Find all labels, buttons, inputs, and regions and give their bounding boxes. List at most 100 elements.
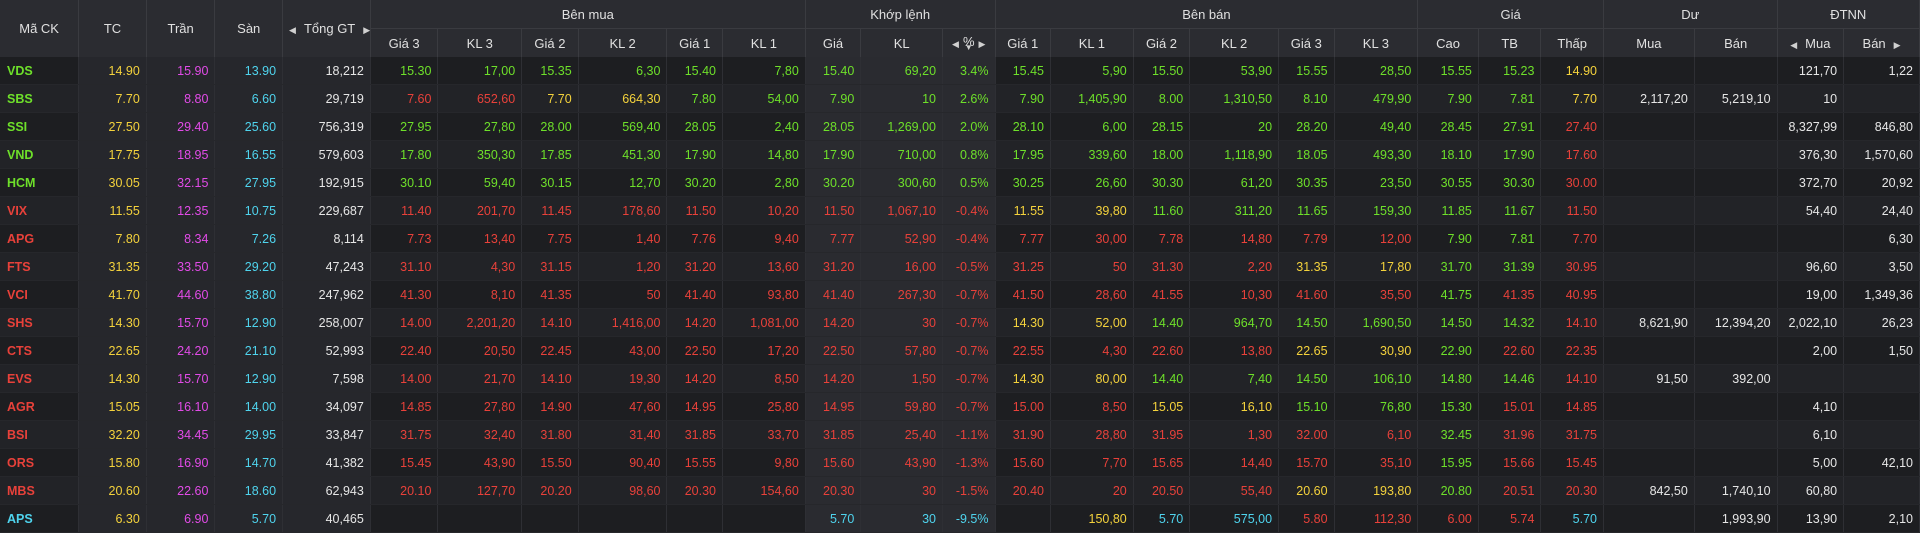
- header-sell-col[interactable]: Giá 2: [1133, 28, 1191, 57]
- ask-price[interactable]: 30.30: [1133, 168, 1191, 197]
- ask-price[interactable]: 14.30: [995, 364, 1051, 393]
- header-buy-col[interactable]: KL 1: [722, 28, 806, 57]
- ask-price[interactable]: 20.40: [995, 476, 1051, 505]
- ask-volume[interactable]: 112,30: [1334, 504, 1419, 533]
- ask-price[interactable]: 15.60: [995, 448, 1051, 477]
- ask-price[interactable]: 31.95: [1133, 420, 1191, 449]
- bid-volume[interactable]: 90,40: [578, 448, 668, 477]
- bid-volume[interactable]: 13,60: [722, 252, 806, 281]
- ask-volume[interactable]: 7,70: [1050, 448, 1134, 477]
- bid-price[interactable]: 14.90: [521, 392, 579, 421]
- ask-volume[interactable]: 106,10: [1334, 364, 1419, 393]
- bid-price[interactable]: 31.75: [370, 420, 439, 449]
- stock-symbol[interactable]: SHS: [0, 308, 80, 337]
- bid-price[interactable]: [370, 504, 439, 533]
- bid-volume[interactable]: 7,80: [722, 57, 806, 85]
- table-row[interactable]: SBS 7.70 8.80 6.60 29,719 7.60 652,60 7.70 664,3…: [0, 84, 1920, 113]
- bid-volume[interactable]: 4,30: [437, 252, 523, 281]
- stock-symbol[interactable]: APS: [0, 504, 80, 533]
- bid-volume[interactable]: [578, 504, 668, 533]
- ask-price[interactable]: 5.70: [1133, 504, 1191, 533]
- sort-down-icon[interactable]: ▼: [964, 43, 973, 53]
- foreign-right-icon[interactable]: ▶: [1893, 39, 1901, 50]
- ask-volume[interactable]: 4,30: [1050, 336, 1134, 365]
- ask-price[interactable]: 31.90: [995, 420, 1051, 449]
- bid-price[interactable]: 15.50: [521, 448, 579, 477]
- table-row[interactable]: VCI 41.70 44.60 38.80 247,962 41.30 8,10 41.35 5…: [0, 280, 1920, 309]
- bid-price[interactable]: 31.15: [521, 252, 579, 281]
- ask-volume[interactable]: 7,40: [1189, 364, 1280, 393]
- ask-price[interactable]: 30.25: [995, 168, 1051, 197]
- ask-price[interactable]: 15.45: [995, 57, 1051, 85]
- ask-price[interactable]: 8.00: [1133, 84, 1191, 113]
- header-sell-col[interactable]: KL 2: [1189, 28, 1280, 57]
- bid-volume[interactable]: 451,30: [578, 140, 668, 169]
- stock-symbol[interactable]: VCI: [0, 280, 80, 309]
- bid-volume[interactable]: 201,70: [437, 196, 523, 225]
- match-right-icon[interactable]: ▶: [978, 38, 986, 49]
- bid-price[interactable]: 31.85: [666, 420, 723, 449]
- bid-price[interactable]: 17.80: [370, 140, 439, 169]
- ask-volume[interactable]: 28,50: [1334, 57, 1419, 85]
- bid-volume[interactable]: 9,40: [722, 224, 806, 253]
- header-price-col[interactable]: Thấp: [1540, 28, 1604, 57]
- table-row[interactable]: CTS 22.65 24.20 21.10 52,993 22.40 20,50 22.45 4…: [0, 336, 1920, 365]
- scroll-right-icon[interactable]: ▶: [363, 25, 371, 35]
- ask-price[interactable]: 15.05: [1133, 392, 1191, 421]
- bid-price[interactable]: 31.20: [666, 252, 723, 281]
- table-row[interactable]: AGR 15.05 16.10 14.00 34,097 14.85 27,80 14.90 4…: [0, 392, 1920, 421]
- ask-price[interactable]: 15.70: [1278, 448, 1335, 477]
- header-buy-col[interactable]: Giá 2: [521, 28, 579, 57]
- bid-price[interactable]: 31.10: [370, 252, 439, 281]
- bid-price[interactable]: 31.80: [521, 420, 579, 449]
- bid-volume[interactable]: 17,20: [722, 336, 806, 365]
- ask-volume[interactable]: 964,70: [1189, 308, 1280, 337]
- ask-volume[interactable]: 10,30: [1189, 280, 1280, 309]
- bid-volume[interactable]: 20,50: [437, 336, 523, 365]
- bid-price[interactable]: [521, 504, 579, 533]
- header-match-col[interactable]: Giá: [805, 28, 862, 57]
- table-row[interactable]: MBS 20.60 22.60 18.60 62,943 20.10 127,70 20.20…: [0, 476, 1920, 505]
- ask-price[interactable]: 20.50: [1133, 476, 1191, 505]
- table-row[interactable]: SSI 27.50 29.40 25.60 756,319 27.95 27,80 28.00…: [0, 112, 1920, 141]
- ask-volume[interactable]: 39,80: [1050, 196, 1134, 225]
- bid-volume[interactable]: 54,00: [722, 84, 806, 113]
- bid-volume[interactable]: 32,40: [437, 420, 523, 449]
- bid-volume[interactable]: 12,70: [578, 168, 668, 197]
- ask-price[interactable]: 14.30: [995, 308, 1051, 337]
- bid-volume[interactable]: 1,20: [578, 252, 668, 281]
- header-resid-col[interactable]: Mua: [1603, 28, 1695, 57]
- bid-price[interactable]: 15.45: [370, 448, 439, 477]
- bid-price[interactable]: 41.40: [666, 280, 723, 309]
- ask-volume[interactable]: 35,10: [1334, 448, 1419, 477]
- bid-volume[interactable]: 664,30: [578, 84, 668, 113]
- ask-price[interactable]: 28.20: [1278, 112, 1335, 141]
- foreign-left-icon[interactable]: ◀: [1790, 39, 1798, 50]
- stock-symbol[interactable]: EVS: [0, 364, 80, 393]
- ask-price[interactable]: 14.50: [1278, 308, 1335, 337]
- ask-price[interactable]: 31.25: [995, 252, 1051, 281]
- bid-volume[interactable]: 17,00: [437, 57, 523, 85]
- ask-price[interactable]: 5.80: [1278, 504, 1335, 533]
- ask-volume[interactable]: 1,690,50: [1334, 308, 1419, 337]
- header-symbol[interactable]: Mã CK: [0, 0, 80, 57]
- ask-volume[interactable]: 575,00: [1189, 504, 1280, 533]
- bid-volume[interactable]: 8,10: [437, 280, 523, 309]
- bid-price[interactable]: 30.15: [521, 168, 579, 197]
- ask-price[interactable]: 41.50: [995, 280, 1051, 309]
- bid-volume[interactable]: 350,30: [437, 140, 523, 169]
- ask-price[interactable]: 8.10: [1278, 84, 1335, 113]
- ask-price[interactable]: 28.15: [1133, 112, 1191, 141]
- bid-price[interactable]: 7.76: [666, 224, 723, 253]
- ask-volume[interactable]: 150,80: [1050, 504, 1134, 533]
- bid-price[interactable]: 28.05: [666, 112, 723, 141]
- table-row[interactable]: VDS 14.90 15.90 13.90 18,212 15.30 17,00 15.35 6…: [0, 57, 1920, 85]
- stock-symbol[interactable]: HCM: [0, 168, 80, 197]
- ask-volume[interactable]: 14,80: [1189, 224, 1280, 253]
- table-row[interactable]: ORS 15.80 16.90 14.70 41,382 15.45 43,90 15.50 9…: [0, 448, 1920, 477]
- bid-volume[interactable]: 569,40: [578, 112, 668, 141]
- header-buy-col[interactable]: Giá 1: [666, 28, 723, 57]
- header-sell-col[interactable]: KL 3: [1334, 28, 1419, 57]
- bid-price[interactable]: 41.30: [370, 280, 439, 309]
- bid-price[interactable]: 15.55: [666, 448, 723, 477]
